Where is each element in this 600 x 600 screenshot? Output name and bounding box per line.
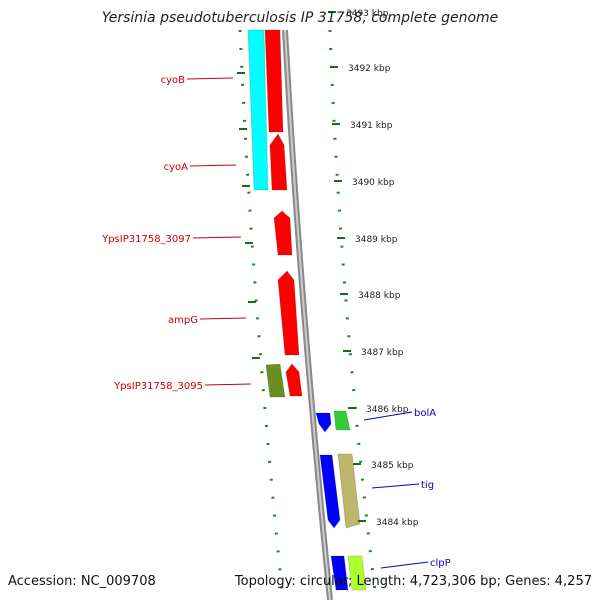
topology-value: Topology: circular; Length: 4,723,306 bp… <box>234 574 592 589</box>
tick-label: 3485 kbp <box>371 461 414 471</box>
leader-line-left <box>186 77 234 80</box>
cyo-cyan-block <box>247 29 269 191</box>
cyoB-feature <box>264 29 284 133</box>
gene-label-left: cyoA <box>164 162 189 173</box>
gene-label-right: bolA <box>414 408 436 419</box>
blue-feature-1 <box>315 412 332 433</box>
YpsIP31758_3095-feature <box>285 363 303 397</box>
gene-label-left: YpsIP31758_3097 <box>101 234 191 245</box>
labels: cyoB cyoA YpsIP31758_3097 ampG YpsIP31758_30… <box>101 75 451 569</box>
YpsIP31758_3097-feature <box>273 210 293 256</box>
accession-text: Accession: NC_009708 <box>8 574 156 589</box>
gene-label-right: clpP <box>430 558 451 569</box>
map-title: Yersinia pseudotuberculosis IP 31758, co… <box>101 10 499 26</box>
clpP-feature <box>347 555 367 591</box>
tick-label: 3489 kbp <box>355 235 398 245</box>
leader-line-right <box>363 411 413 421</box>
leader-line-right <box>371 483 420 489</box>
green-feature <box>265 363 286 398</box>
gridlines <box>237 29 378 600</box>
tick-marks: 3493 kbp 3492 kbp 3491 kbp 3490 kbp 3489 kbp… <box>328 9 419 528</box>
tick-label: 3493 kbp <box>346 9 389 19</box>
cyoA-feature <box>269 133 288 191</box>
gene-label-left: cyoB <box>161 75 186 86</box>
bolA-feature <box>333 410 351 431</box>
tick-label: 3484 kbp <box>376 518 419 528</box>
tick-label: 3487 kbp <box>361 348 404 358</box>
features <box>247 29 367 600</box>
leader-line-left <box>192 236 242 239</box>
topology-text: Topology: circular; Length: 4,723,306 bp… <box>235 574 592 589</box>
leader-line-left <box>199 317 247 320</box>
backbone-highlight <box>284 29 331 600</box>
tick-label: 3492 kbp <box>348 64 391 74</box>
ampG-feature <box>277 270 300 356</box>
tick-label: 3488 kbp <box>358 291 401 301</box>
blue-feature-2 <box>330 555 349 591</box>
tig-blue-feature <box>319 454 341 529</box>
tick-label: 3490 kbp <box>352 178 395 188</box>
tig-feature <box>337 453 361 529</box>
leader-line-right <box>380 561 429 569</box>
leader-line-left <box>189 164 237 167</box>
gene-label-left: YpsIP31758_3095 <box>113 381 203 392</box>
gene-label-right: tig <box>421 480 434 491</box>
tick-label: 3491 kbp <box>350 121 393 131</box>
gene-label-left: ampG <box>168 315 198 326</box>
tick-label: 3486 kbp <box>366 405 409 415</box>
leader-line-left <box>204 383 252 386</box>
